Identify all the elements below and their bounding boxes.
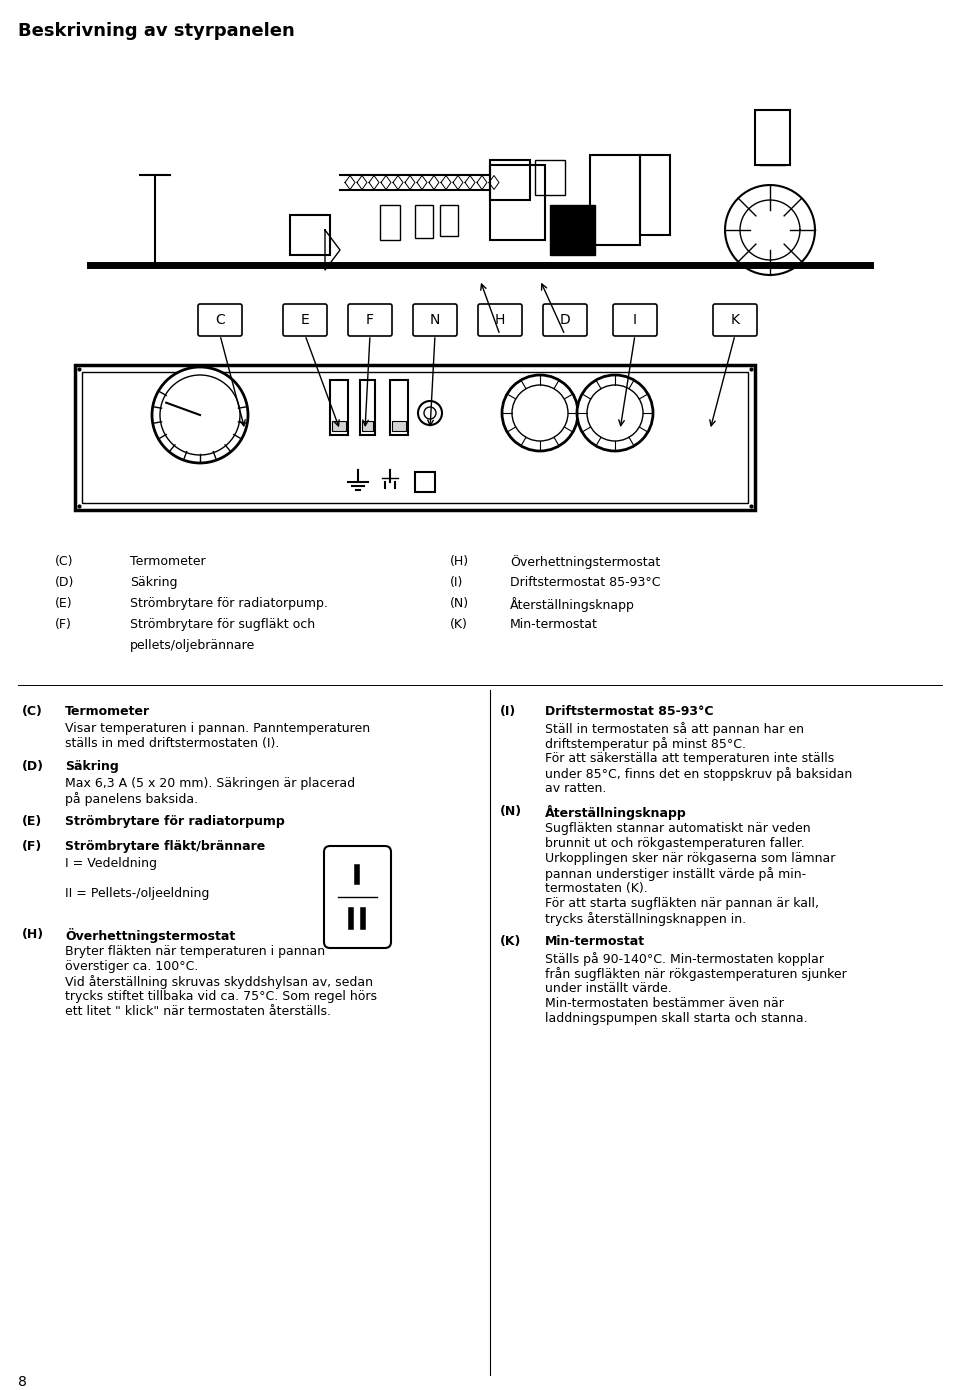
Text: Ställs på 90-140°C. Min-termostaten kopplar: Ställs på 90-140°C. Min-termostaten kopp… — [545, 952, 824, 966]
Text: (D): (D) — [55, 575, 74, 589]
Text: Strömbrytare för radiatorpump: Strömbrytare för radiatorpump — [65, 815, 285, 828]
Bar — [380, 204, 400, 240]
Text: trycks återställningsknappen in.: trycks återställningsknappen in. — [545, 912, 746, 926]
Bar — [640, 156, 670, 235]
Text: (N): (N) — [500, 805, 522, 817]
Bar — [755, 110, 790, 165]
Text: (H): (H) — [450, 555, 469, 569]
Text: Bryter fläkten när temperaturen i pannan: Bryter fläkten när temperaturen i pannan — [65, 945, 325, 958]
Text: Beskrivning av styrpanelen: Beskrivning av styrpanelen — [18, 22, 295, 40]
Text: laddningspumpen skall starta och stanna.: laddningspumpen skall starta och stanna. — [545, 1012, 807, 1024]
Text: (D): (D) — [22, 760, 44, 773]
Text: Återställningsknapp: Återställningsknapp — [510, 596, 635, 612]
Text: För att säkerställa att temperaturen inte ställs: För att säkerställa att temperaturen int… — [545, 752, 834, 764]
Text: (I): (I) — [450, 575, 464, 589]
Circle shape — [577, 375, 653, 450]
Bar — [415, 473, 435, 492]
Text: K: K — [731, 313, 739, 327]
Bar — [415, 204, 433, 238]
Text: I: I — [633, 313, 637, 327]
Text: Ställ in termostaten så att pannan har en: Ställ in termostaten så att pannan har e… — [545, 721, 804, 735]
Text: (N): (N) — [450, 596, 469, 610]
Text: pannan understiger inställt värde på min-: pannan understiger inställt värde på min… — [545, 867, 806, 881]
Text: Vid återställning skruvas skyddshylsan av, sedan: Vid återställning skruvas skyddshylsan a… — [65, 974, 373, 988]
Bar — [360, 379, 375, 435]
Text: brunnit ut och rökgastemperaturen faller.: brunnit ut och rökgastemperaturen faller… — [545, 837, 804, 851]
Text: N: N — [430, 313, 441, 327]
Bar — [440, 204, 458, 236]
Bar — [330, 379, 348, 435]
Text: C: C — [215, 313, 225, 327]
Text: driftstemperatur på minst 85°C.: driftstemperatur på minst 85°C. — [545, 737, 746, 751]
Text: (E): (E) — [22, 815, 42, 828]
Bar — [590, 156, 640, 245]
Bar — [332, 421, 346, 431]
Bar — [290, 215, 330, 254]
Text: Min-termostat: Min-termostat — [545, 935, 645, 948]
Text: Säkring: Säkring — [130, 575, 178, 589]
Text: Driftstermostat 85-93°C: Driftstermostat 85-93°C — [510, 575, 660, 589]
Text: Visar temperaturen i pannan. Panntemperaturen: Visar temperaturen i pannan. Panntempera… — [65, 721, 371, 735]
Text: (E): (E) — [55, 596, 73, 610]
Text: pellets/oljebrännare: pellets/oljebrännare — [130, 639, 255, 652]
Bar — [490, 165, 545, 240]
Text: Säkring: Säkring — [65, 760, 119, 773]
Text: överstiger ca. 100°C.: överstiger ca. 100°C. — [65, 960, 199, 973]
Text: Urkopplingen sker när rökgaserna som lämnar: Urkopplingen sker när rökgaserna som läm… — [545, 852, 835, 865]
Bar — [390, 379, 408, 435]
Text: Min-termostaten bestämmer även när: Min-termostaten bestämmer även när — [545, 997, 784, 1011]
Text: I = Vedeldning: I = Vedeldning — [65, 858, 157, 870]
Text: F: F — [366, 313, 374, 327]
Text: Strömbrytare fläkt/brännare: Strömbrytare fläkt/brännare — [65, 840, 265, 853]
Bar — [490, 160, 530, 200]
Text: (K): (K) — [450, 619, 468, 631]
Circle shape — [502, 375, 578, 450]
Text: H: H — [494, 313, 505, 327]
Text: (F): (F) — [55, 619, 72, 631]
Text: Termometer: Termometer — [65, 705, 150, 719]
Text: under inställt värde.: under inställt värde. — [545, 981, 672, 995]
Text: (F): (F) — [22, 840, 42, 853]
Text: 8: 8 — [18, 1375, 27, 1389]
Text: ställs in med driftstermostaten (I).: ställs in med driftstermostaten (I). — [65, 737, 279, 751]
Text: (H): (H) — [22, 929, 44, 941]
Bar — [535, 160, 565, 195]
Text: under 85°C, finns det en stoppskruv på baksidan: under 85°C, finns det en stoppskruv på b… — [545, 767, 852, 781]
Text: D: D — [560, 313, 570, 327]
Text: Driftstermostat 85-93°C: Driftstermostat 85-93°C — [545, 705, 713, 719]
Text: Sugfläkten stannar automatiskt när veden: Sugfläkten stannar automatiskt när veden — [545, 821, 810, 835]
Text: Termometer: Termometer — [130, 555, 205, 569]
Text: (I): (I) — [500, 705, 516, 719]
Text: Återställningsknapp: Återställningsknapp — [545, 805, 686, 820]
Text: Överhettningstermostat: Överhettningstermostat — [65, 929, 235, 942]
Text: För att starta sugfläkten när pannan är kall,: För att starta sugfläkten när pannan är … — [545, 897, 819, 910]
Bar — [550, 204, 595, 254]
Text: E: E — [300, 313, 309, 327]
Circle shape — [152, 367, 248, 463]
Text: från sugfläkten när rökgastemperaturen sjunker: från sugfläkten när rökgastemperaturen s… — [545, 967, 847, 981]
Text: trycks stiftet tillbaka vid ca. 75°C. Som regel hörs: trycks stiftet tillbaka vid ca. 75°C. So… — [65, 990, 377, 1004]
Text: (K): (K) — [500, 935, 521, 948]
Text: av ratten.: av ratten. — [545, 783, 607, 795]
Text: Min-termostat: Min-termostat — [510, 619, 598, 631]
Text: på panelens baksida.: på panelens baksida. — [65, 792, 198, 806]
Text: (C): (C) — [22, 705, 43, 719]
Text: II = Pellets-/oljeeldning: II = Pellets-/oljeeldning — [65, 887, 209, 899]
Bar — [75, 366, 755, 510]
Text: Strömbrytare för radiatorpump.: Strömbrytare för radiatorpump. — [130, 596, 328, 610]
Text: termostaten (K).: termostaten (K). — [545, 883, 648, 895]
Bar — [82, 373, 748, 503]
Text: (C): (C) — [55, 555, 74, 569]
Text: Överhettningstermostat: Överhettningstermostat — [510, 555, 660, 569]
Text: Strömbrytare för sugfläkt och: Strömbrytare för sugfläkt och — [130, 619, 315, 631]
Bar — [392, 421, 406, 431]
Bar — [362, 421, 373, 431]
Text: ett litet " klick" när termostaten återställs.: ett litet " klick" när termostaten åters… — [65, 1005, 331, 1017]
Text: Max 6,3 A (5 x 20 mm). Säkringen är placerad: Max 6,3 A (5 x 20 mm). Säkringen är plac… — [65, 777, 355, 790]
